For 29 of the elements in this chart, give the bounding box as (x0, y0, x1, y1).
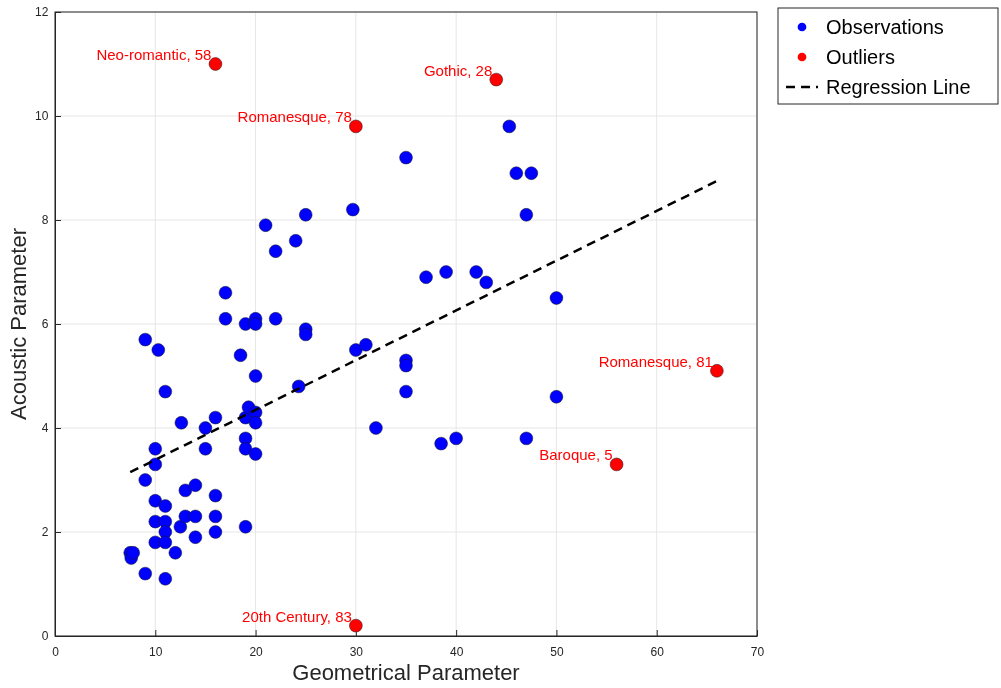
x-tick-label: 10 (149, 644, 163, 659)
legend-label: Observations (826, 16, 944, 38)
annotation: 20th Century, 83 (242, 607, 352, 625)
x-tick-label: 70 (750, 644, 765, 659)
annotation: Baroque, 5 (539, 446, 613, 464)
x-tick-label: 40 (449, 644, 464, 659)
y-tick-label: 8 (41, 213, 49, 228)
x-tick-label: 50 (550, 644, 564, 659)
y-axis-title: Acoustic Parameter (6, 228, 31, 420)
y-tick-label: 4 (41, 421, 49, 436)
point (710, 364, 724, 378)
point (349, 618, 363, 633)
annotation: Neo-romantic, 58 (96, 46, 212, 63)
annotation: Romanesque, 81 (598, 352, 713, 370)
y-tick-label: 0 (41, 629, 49, 644)
x-tick-label: 0 (52, 644, 60, 659)
y-tick-label: 12 (35, 5, 49, 20)
x-tick-label: 30 (349, 644, 364, 659)
legend-label: Outliers (826, 46, 895, 68)
annotation: Romanesque, 78 (237, 108, 352, 126)
x-tick-label: 60 (650, 644, 665, 659)
point (349, 119, 363, 134)
annotation: Gothic, 28 (423, 61, 493, 79)
y-tick-label: 2 (41, 525, 49, 540)
y-tick-label: 6 (41, 317, 49, 332)
x-axis-title: Geometrical Parameter (292, 660, 520, 685)
x-tick-label: 20 (249, 644, 264, 659)
legend-label: Regression Line (826, 76, 971, 98)
y-tick-label: 10 (35, 109, 49, 124)
